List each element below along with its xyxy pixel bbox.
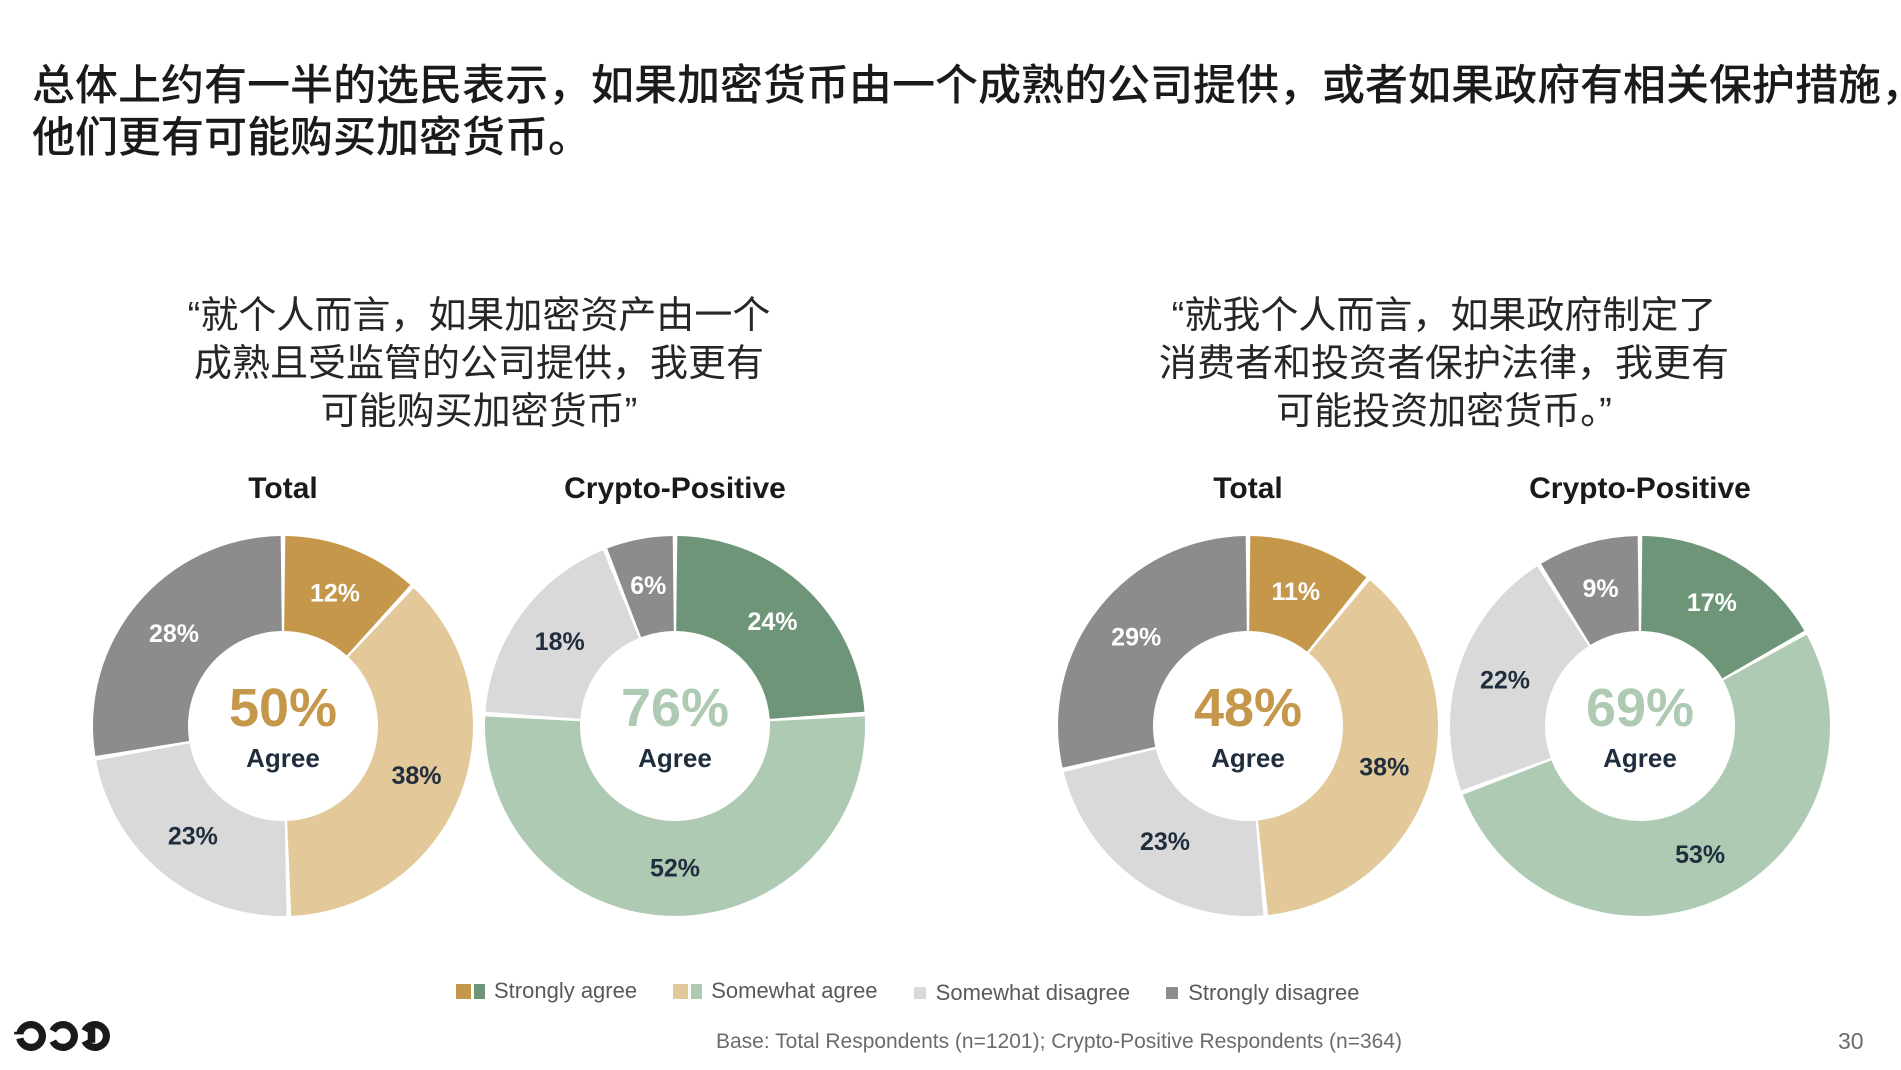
svg-text:50%: 50% [229,678,337,738]
svg-text:48%: 48% [1194,678,1302,738]
svg-text:12%: 12% [310,579,360,607]
svg-text:Agree: Agree [1603,743,1677,773]
svg-text:23%: 23% [168,822,218,850]
svg-text:11%: 11% [1271,578,1320,606]
svg-text:9%: 9% [1583,575,1619,603]
svg-text:24%: 24% [747,608,797,636]
svg-text:76%: 76% [621,678,729,738]
svg-text:53%: 53% [1675,841,1725,869]
svg-text:17%: 17% [1687,589,1737,617]
svg-text:69%: 69% [1586,678,1694,738]
svg-text:Agree: Agree [1211,743,1285,773]
svg-text:28%: 28% [149,620,199,648]
svg-text:38%: 38% [1359,754,1409,782]
svg-text:29%: 29% [1111,624,1161,652]
svg-text:Agree: Agree [638,743,712,773]
svg-text:38%: 38% [391,762,441,790]
svg-text:23%: 23% [1140,828,1190,856]
svg-text:52%: 52% [650,855,700,883]
svg-text:Agree: Agree [246,743,320,773]
svg-text:18%: 18% [535,628,585,656]
svg-text:6%: 6% [630,572,666,600]
svg-text:22%: 22% [1480,666,1530,694]
